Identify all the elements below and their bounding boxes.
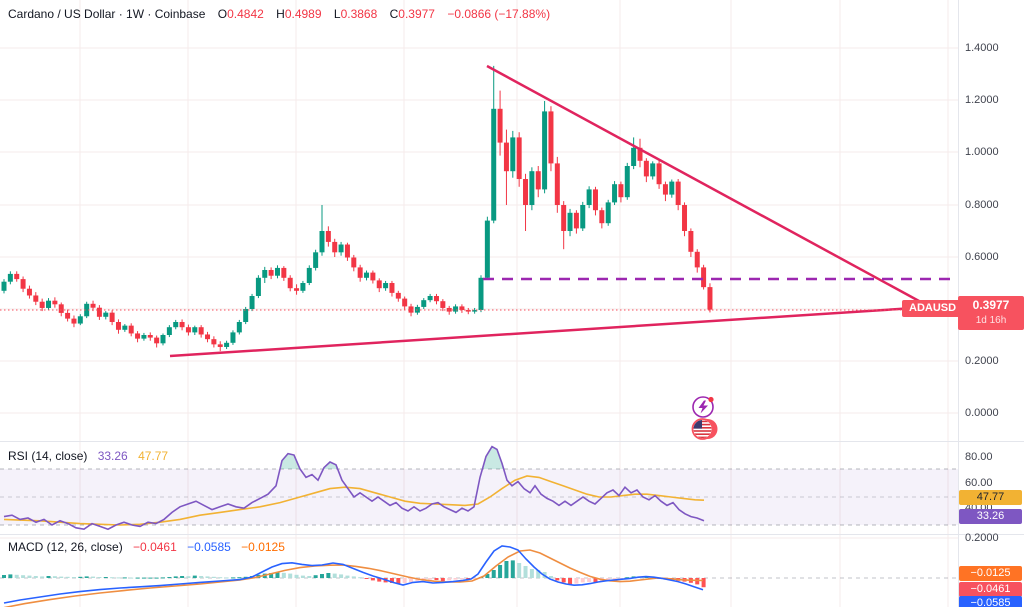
rsi-band	[0, 468, 958, 526]
macd-layer	[0, 545, 957, 607]
price-scale-label: 1.2000	[965, 94, 999, 106]
ohlc-close-label: C	[389, 7, 399, 21]
macd-hist-badge: −0.0461	[959, 582, 1022, 597]
ohlc-open-label: O	[217, 7, 228, 21]
price-scale-label: 0.2000	[965, 355, 999, 367]
macd-scale-label: 0.2000	[965, 532, 999, 544]
rsi-ma-value: 47.77	[138, 449, 169, 463]
us-flag-icon	[691, 418, 718, 440]
macd-main-line	[3, 545, 704, 604]
symbol-price-tag[interactable]: ADAUSD	[902, 300, 964, 317]
rsi-layer	[3, 445, 705, 531]
rsi-value-badge: 33.26	[959, 509, 1022, 524]
rsi-line	[3, 445, 705, 531]
ohlc-open-value: 0.4842	[227, 7, 264, 21]
macd-signal-badge: −0.0125	[959, 566, 1022, 581]
bar-countdown: 1d 16h	[975, 315, 1007, 326]
price-scale-label: 1.6000	[965, 0, 999, 2]
candles-layer	[1, 65, 713, 352]
us-economic-event-marker[interactable]	[691, 417, 719, 446]
rsi-ma-badge: 47.77	[959, 490, 1022, 505]
macd-signal-value: −0.0125	[241, 540, 285, 554]
rsi-pane-title: RSI (14, close) 33.26 47.77	[8, 449, 168, 463]
price-scale-label: 0.6000	[965, 251, 999, 263]
ohlc-close-value: 0.3977	[398, 7, 435, 21]
symbol-header: Cardano / US Dollar · 1W · Coinbase O0.4…	[8, 7, 550, 21]
symbol-title[interactable]: Cardano / US Dollar · 1W · Coinbase	[8, 7, 206, 21]
ohlc-high-label: H	[276, 7, 285, 21]
ohlc-high-value: 0.4989	[284, 7, 322, 21]
price-scale-label: 1.0000	[965, 146, 999, 158]
price-scale-label: 1.4000	[965, 42, 999, 54]
alert-event-marker[interactable]	[691, 394, 717, 425]
rsi-title[interactable]: RSI (14, close)	[8, 449, 88, 463]
lightning-icon	[692, 396, 714, 418]
change-value: −0.0866 (−17.88%)	[447, 7, 551, 21]
last-price-value: 0.3977	[972, 298, 1010, 312]
macd-pane-title: MACD (12, 26, close) −0.0461 −0.0585 −0.…	[8, 540, 285, 554]
trendlines-layer[interactable]	[0, 64, 957, 358]
rsi-scale-label: 60.00	[965, 477, 993, 489]
macd-title[interactable]: MACD (12, 26, close)	[8, 540, 123, 554]
descending-resistance[interactable]	[486, 64, 931, 309]
ohlc-low-value: 0.3868	[340, 7, 378, 21]
last-price-badge: 0.3977 1d 16h	[958, 296, 1024, 330]
ascending-support[interactable]	[169, 305, 931, 358]
rsi-value: 33.26	[97, 449, 128, 463]
price-scale-label: 0.8000	[965, 199, 999, 211]
price-scale-label: 0.0000	[965, 407, 999, 419]
macd-hist-value: −0.0461	[133, 540, 177, 554]
macd-line-value: −0.0585	[187, 540, 231, 554]
rsi-scale-label: 80.00	[965, 451, 993, 463]
macd-line-badge: −0.0585	[959, 596, 1022, 607]
ohlc-low-label: L	[333, 7, 341, 21]
